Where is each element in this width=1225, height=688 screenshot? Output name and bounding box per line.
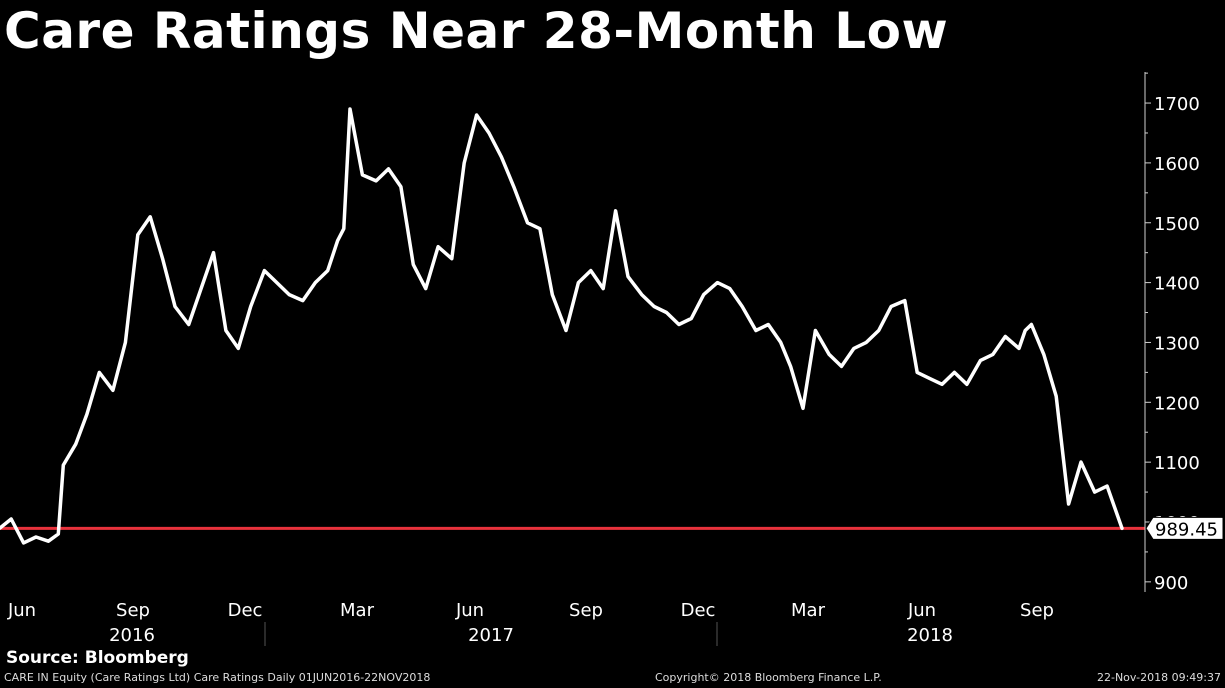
source-label: Source: Bloomberg bbox=[6, 648, 189, 668]
y-tick-label: 1500 bbox=[1154, 214, 1200, 235]
x-tick-label: Mar bbox=[340, 600, 375, 621]
y-tick-label: 1200 bbox=[1154, 393, 1200, 414]
last-price-tag bbox=[1145, 516, 1224, 540]
y-tick-label: 1300 bbox=[1154, 333, 1200, 354]
security-description: CARE IN Equity (Care Ratings Ltd) Care R… bbox=[4, 671, 431, 684]
y-tick-label: 900 bbox=[1154, 573, 1188, 594]
last-price-label: 989.45 bbox=[1155, 519, 1218, 540]
x-tick-label: Sep bbox=[569, 600, 603, 621]
x-tick-label: Jun bbox=[455, 600, 484, 621]
chart-title: Care Ratings Near 28-Month Low bbox=[4, 2, 949, 60]
x-tick-label: Jun bbox=[7, 600, 36, 621]
year-label: 2017 bbox=[468, 625, 514, 646]
x-tick-label: Jun bbox=[907, 600, 936, 621]
x-tick-label: Dec bbox=[681, 600, 716, 621]
y-tick-label: 1400 bbox=[1154, 274, 1200, 295]
y-tick-label: 1700 bbox=[1154, 94, 1200, 115]
timestamp-text: 22-Nov-2018 09:49:37 bbox=[1096, 671, 1221, 684]
x-tick-label: Sep bbox=[116, 600, 150, 621]
copyright-text: Copyright© 2018 Bloomberg Finance L.P. bbox=[655, 671, 882, 684]
x-tick-label: Sep bbox=[1020, 600, 1054, 621]
y-tick-label: 1100 bbox=[1154, 453, 1200, 474]
y-tick-label: 1600 bbox=[1154, 154, 1200, 175]
year-label: 2018 bbox=[907, 625, 953, 646]
x-tick-label: Dec bbox=[228, 600, 263, 621]
year-label: 2016 bbox=[109, 625, 155, 646]
x-tick-label: Mar bbox=[791, 600, 826, 621]
price-line bbox=[0, 107, 1124, 545]
